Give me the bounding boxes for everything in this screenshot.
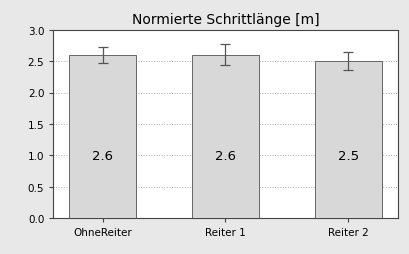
Title: Normierte Schrittlänge [m]: Normierte Schrittlänge [m]: [131, 13, 319, 27]
Text: 2.6: 2.6: [92, 149, 113, 162]
Bar: [191, 56, 258, 218]
Bar: [69, 56, 136, 218]
Bar: [314, 62, 381, 218]
Text: 2.5: 2.5: [337, 149, 358, 162]
Text: 2.6: 2.6: [214, 149, 236, 162]
